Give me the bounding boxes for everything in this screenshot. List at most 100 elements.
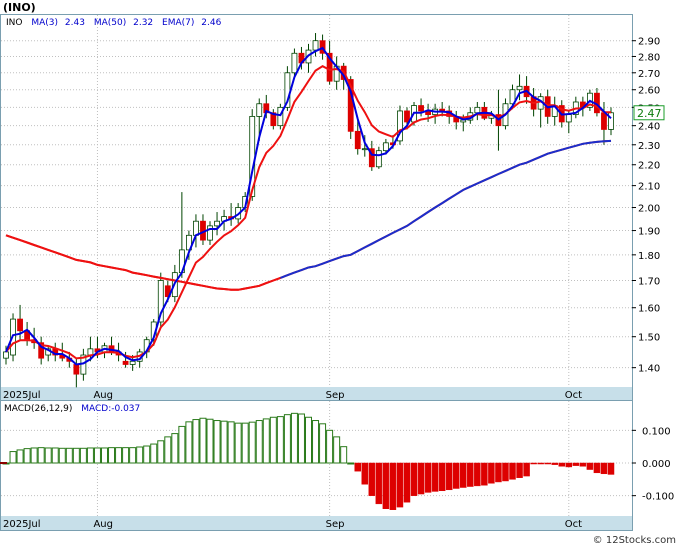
- macd-bar-negative: [424, 462, 432, 493]
- macd-bar-positive: [37, 447, 45, 464]
- candle-down: [326, 52, 333, 82]
- price-tick-label: 1.50: [638, 333, 660, 344]
- candle-down: [270, 112, 277, 127]
- macd-bar-negative: [467, 462, 474, 487]
- macd-bar-negative: [607, 462, 615, 475]
- macd-bar-positive: [86, 447, 94, 464]
- macd-bar-negative: [452, 462, 460, 489]
- candle-up: [277, 106, 284, 127]
- macd-bar-positive: [290, 412, 298, 464]
- date-label: Aug: [93, 519, 113, 530]
- candle-up: [312, 40, 319, 51]
- candle-up: [87, 348, 94, 356]
- macd-bar-negative: [417, 462, 425, 495]
- macd-bar-negative: [403, 462, 411, 503]
- candle-up: [509, 89, 516, 105]
- macd-bar-positive: [65, 447, 73, 464]
- macd-label: MACD(26,12,9): [4, 404, 72, 414]
- price-panel-frame: [0, 14, 633, 400]
- macd-bar-positive: [108, 447, 116, 464]
- macd-bar-positive: [276, 416, 284, 464]
- date-label: 2025Jul: [3, 390, 41, 401]
- macd-bar-positive: [312, 420, 320, 464]
- macd-bar-negative: [389, 462, 397, 510]
- macd-bar-positive: [79, 447, 87, 464]
- macd-tick-label: 0.100: [642, 426, 671, 437]
- macd-bar-negative: [354, 462, 361, 472]
- macd-bar-negative: [530, 462, 537, 465]
- legend-ma3-label: MA(3): [31, 18, 58, 28]
- macd-bar-positive: [9, 451, 17, 464]
- macd-bar-negative: [410, 462, 418, 496]
- macd-bar-positive: [171, 433, 179, 464]
- macd-bar-positive: [206, 418, 214, 464]
- date-label: Oct: [565, 519, 582, 530]
- macd-bar-negative: [572, 462, 580, 466]
- macd-bar-positive: [100, 447, 108, 464]
- date-label: Sep: [326, 519, 345, 530]
- date-label: Sep: [326, 390, 345, 401]
- macd-bar-positive: [122, 447, 130, 464]
- macd-bar-positive: [262, 418, 270, 464]
- candle-up: [207, 225, 213, 241]
- macd-bar-negative: [474, 462, 481, 487]
- macd-bar-positive: [23, 448, 31, 464]
- macd-bar-negative: [579, 462, 587, 467]
- candle-down: [418, 105, 424, 112]
- price-tick-label: 2.00: [638, 204, 660, 215]
- candle-up: [474, 106, 481, 114]
- candle-down: [38, 342, 45, 359]
- macd-bar-negative: [488, 462, 495, 484]
- macd-bar-negative: [361, 462, 369, 485]
- macd-bar-negative: [523, 462, 530, 477]
- macd-bar-positive: [220, 420, 228, 464]
- legend-ma50-value: 2.32: [133, 18, 153, 28]
- macd-panel-frame: [0, 400, 633, 531]
- macd-bar-negative: [586, 462, 594, 470]
- candle-up: [382, 142, 389, 152]
- macd-bar-positive: [241, 422, 249, 464]
- date-label: 2025Jul: [3, 519, 41, 530]
- macd-bar-negative: [565, 462, 573, 468]
- candle-up: [3, 351, 9, 359]
- last-price-tag: [633, 105, 665, 121]
- macd-bar-positive: [93, 447, 101, 464]
- candle-up: [565, 114, 572, 123]
- price-tick-label: 2.80: [638, 52, 660, 63]
- price-tick-label: 2.20: [638, 161, 660, 172]
- last-price-value: 2.47: [637, 107, 662, 120]
- macd-bar-negative: [382, 462, 390, 509]
- macd-bar-negative: [375, 462, 383, 505]
- candle-up: [397, 110, 403, 142]
- macd-histogram: [0, 412, 615, 510]
- macd-bar-positive: [305, 416, 312, 464]
- macd-bar-positive: [150, 443, 158, 464]
- macd-bar-negative: [600, 462, 608, 475]
- price-tick-label: 1.90: [638, 227, 660, 238]
- ma50-line: [280, 139, 612, 279]
- macd-bar-negative: [502, 462, 509, 482]
- macd-bar-positive: [227, 421, 235, 464]
- macd-bar-negative: [551, 462, 558, 465]
- macd-bar-positive: [347, 462, 355, 465]
- macd-bar-negative: [460, 462, 467, 488]
- macd-bar-negative: [445, 462, 453, 491]
- price-tick-label: 1.60: [638, 304, 660, 315]
- legend-ino: INO: [6, 18, 22, 28]
- candle-down: [601, 112, 607, 130]
- candle-up: [375, 150, 382, 168]
- candle-up: [608, 112, 614, 130]
- legend-ma3-value: 2.43: [65, 18, 85, 28]
- macd-bar-positive: [30, 447, 38, 464]
- macd-bar-positive: [178, 425, 186, 464]
- macd-date-band: [1, 516, 632, 530]
- macd-bar-positive: [16, 449, 24, 464]
- legend-ma50-label: MA(50): [94, 18, 126, 28]
- price-tick-label: 1.40: [638, 364, 660, 375]
- macd-bar-negative: [544, 462, 551, 465]
- macd-bar-positive: [269, 416, 277, 464]
- candle-up: [256, 103, 263, 117]
- macd-bar-positive: [51, 447, 59, 464]
- date-label: Aug: [93, 390, 113, 401]
- indicator-lines: [5, 46, 612, 366]
